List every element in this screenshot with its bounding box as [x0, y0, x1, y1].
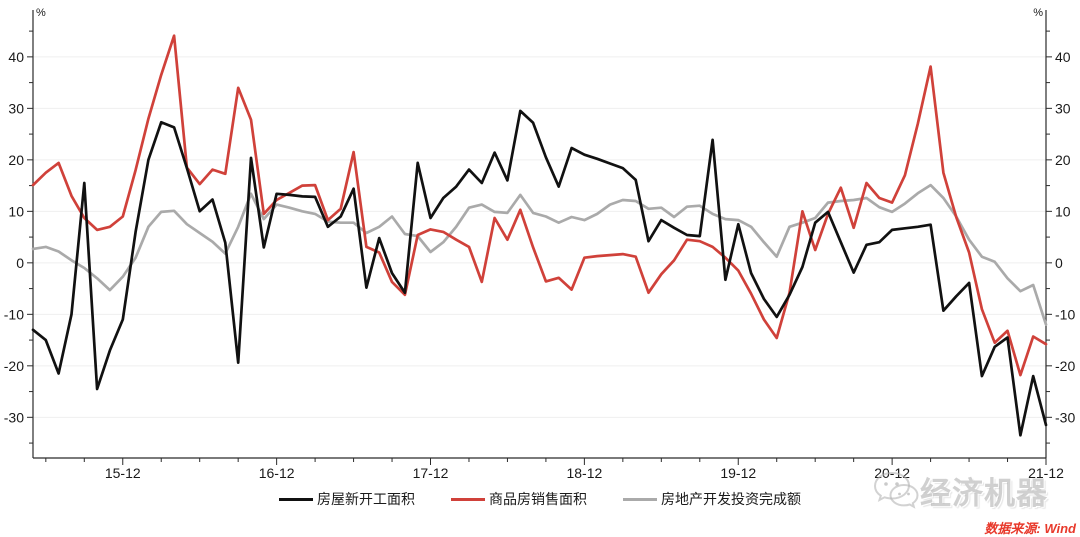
- svg-text:0: 0: [16, 255, 24, 271]
- svg-text:10: 10: [1055, 203, 1071, 219]
- legend-label: 房地产开发投资完成额: [661, 491, 801, 507]
- svg-text:17-12: 17-12: [413, 465, 449, 481]
- svg-text:30: 30: [8, 100, 24, 116]
- svg-text:20-12: 20-12: [874, 465, 910, 481]
- line-swatch-red: [451, 497, 485, 501]
- svg-text:10: 10: [8, 203, 24, 219]
- chart-legend: 房屋新开工面积 商品房销售面积 房地产开发投资完成额: [0, 489, 1080, 509]
- svg-text:%: %: [1033, 7, 1043, 19]
- legend-item-new-starts: 房屋新开工面积: [279, 489, 415, 509]
- svg-text:40: 40: [1055, 49, 1071, 65]
- svg-text:19-12: 19-12: [720, 465, 756, 481]
- legend-item-sales-area: 商品房销售面积: [451, 489, 587, 509]
- svg-text:21-12: 21-12: [1028, 465, 1064, 481]
- svg-text:15-12: 15-12: [105, 465, 141, 481]
- svg-text:30: 30: [1055, 100, 1071, 116]
- legend-label: 房屋新开工面积: [317, 491, 415, 507]
- svg-text:18-12: 18-12: [566, 465, 602, 481]
- svg-text:20: 20: [1055, 152, 1071, 168]
- svg-text:40: 40: [8, 49, 24, 65]
- svg-text:-10: -10: [4, 306, 24, 322]
- svg-text:0: 0: [1055, 255, 1063, 271]
- legend-label: 商品房销售面积: [489, 491, 587, 507]
- svg-text:-30: -30: [1055, 409, 1075, 425]
- svg-text:%: %: [36, 7, 46, 19]
- legend-item-investment: 房地产开发投资完成额: [623, 489, 801, 509]
- svg-text:-20: -20: [1055, 358, 1075, 374]
- line-swatch-black: [279, 497, 313, 501]
- svg-text:20: 20: [8, 152, 24, 168]
- svg-text:16-12: 16-12: [259, 465, 295, 481]
- line-swatch-gray: [623, 497, 657, 501]
- svg-text:-10: -10: [1055, 306, 1075, 322]
- svg-text:-20: -20: [4, 358, 24, 374]
- svg-text:-30: -30: [4, 409, 24, 425]
- data-source-note: 数据来源: Wind: [984, 521, 1076, 536]
